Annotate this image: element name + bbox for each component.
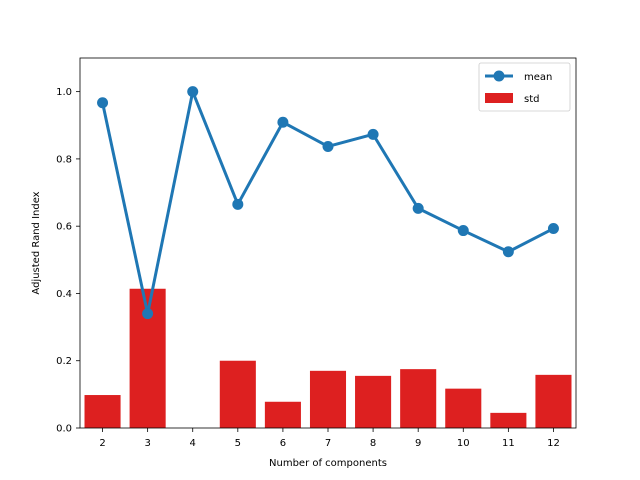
x-tick-label: 9 xyxy=(415,438,421,449)
y-tick-label: 0.4 xyxy=(56,289,72,300)
y-tick-label: 0.6 xyxy=(56,222,72,233)
std-bar xyxy=(490,412,527,428)
std-bar xyxy=(84,395,121,428)
x-tick-label: 3 xyxy=(144,438,150,449)
y-axis-label: Adjusted Rand Index xyxy=(31,191,42,294)
y-tick-label: 0.0 xyxy=(56,424,72,435)
mean-point xyxy=(547,223,559,235)
mean-line xyxy=(97,86,559,320)
legend: mean std xyxy=(478,62,571,112)
x-tick-label: 10 xyxy=(457,438,470,449)
x-tick-label: 2 xyxy=(99,438,105,449)
x-tick-label: 6 xyxy=(280,438,286,449)
x-axis: 2 3 4 5 6 7 8 9 10 11 12 xyxy=(99,428,560,449)
mean-point xyxy=(142,308,154,320)
mean-point xyxy=(502,246,514,258)
y-axis: 0.0 0.2 0.4 0.6 0.8 1.0 xyxy=(56,87,80,435)
x-tick-label: 7 xyxy=(325,438,331,449)
y-tick-label: 0.8 xyxy=(56,154,72,165)
std-bar xyxy=(264,401,301,428)
x-tick-label: 11 xyxy=(502,438,515,449)
std-bar xyxy=(535,374,572,428)
mean-point xyxy=(322,140,334,152)
mean-point xyxy=(97,97,109,109)
std-bar xyxy=(355,375,392,428)
legend-mean-label: mean xyxy=(524,72,552,83)
std-bar xyxy=(309,370,347,428)
mean-point xyxy=(232,198,244,210)
x-tick-label: 12 xyxy=(547,438,560,449)
std-bars xyxy=(84,288,572,428)
mean-point xyxy=(412,202,424,214)
y-tick-label: 1.0 xyxy=(56,87,72,98)
x-axis-label: Number of components xyxy=(269,458,387,469)
std-bar xyxy=(445,388,482,428)
mean-point xyxy=(367,128,379,140)
std-bar xyxy=(400,369,437,428)
legend-std-swatch xyxy=(485,93,513,103)
std-bar xyxy=(219,360,256,428)
x-tick-label: 5 xyxy=(235,438,241,449)
y-tick-label: 0.2 xyxy=(56,356,72,367)
mean-point xyxy=(277,116,289,128)
legend-std-label: std xyxy=(524,94,539,105)
mean-point xyxy=(457,225,469,237)
legend-mean-marker-swatch xyxy=(493,70,505,82)
x-tick-label: 4 xyxy=(190,438,196,449)
x-tick-label: 8 xyxy=(370,438,376,449)
mean-point xyxy=(187,86,199,98)
